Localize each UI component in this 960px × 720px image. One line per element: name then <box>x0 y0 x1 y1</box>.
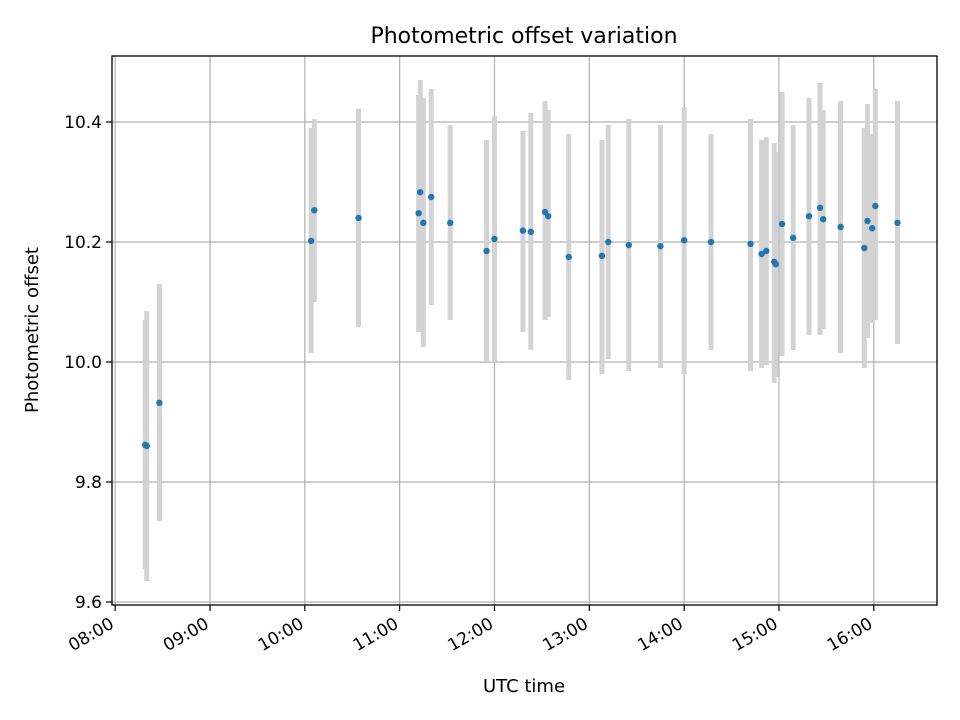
x-axis-label: UTC time <box>483 676 565 697</box>
data-point <box>311 207 318 214</box>
data-point <box>861 244 868 252</box>
data-point <box>894 219 901 226</box>
x-tick-label: 12:00 <box>445 614 497 656</box>
data-point <box>143 442 150 450</box>
data-point <box>789 234 797 241</box>
data-point <box>545 213 552 220</box>
x-tick-label: 08:00 <box>65 614 117 656</box>
y-tick-label: 9.6 <box>75 593 102 613</box>
x-tick-label: 13:00 <box>539 614 591 656</box>
x-tick-label: 14:00 <box>634 614 686 656</box>
y-tick-label: 10.4 <box>64 113 102 133</box>
data-point <box>519 227 527 234</box>
data-point <box>707 238 715 246</box>
data-point <box>869 225 876 232</box>
x-tick-label: 09:00 <box>160 614 212 656</box>
data-point <box>527 228 535 235</box>
data-point <box>416 189 424 196</box>
data-point <box>605 238 612 246</box>
data-point <box>307 237 315 244</box>
data-point <box>483 247 490 255</box>
data-point <box>816 204 824 211</box>
data-point <box>805 213 813 220</box>
data-point <box>763 247 770 255</box>
data-point <box>758 250 765 258</box>
plot-frame <box>111 55 938 606</box>
data-point <box>491 235 498 243</box>
chart-title: Photometric offset variation <box>370 24 677 49</box>
data-point <box>820 216 827 223</box>
data-point <box>772 261 779 268</box>
y-tick-label: 10.0 <box>64 353 102 373</box>
error-bars <box>142 80 900 581</box>
y-tick-label: 9.8 <box>75 473 102 493</box>
data-point <box>598 252 606 259</box>
data-point <box>778 220 786 228</box>
data-point <box>680 237 688 244</box>
data-point <box>565 253 572 261</box>
data-point <box>420 219 427 226</box>
y-tick-label: 10.2 <box>64 233 102 253</box>
data-point <box>872 202 879 210</box>
y-axis-label: Photometric offset <box>22 247 43 413</box>
data-point <box>156 399 163 406</box>
axis-ticks: 08:00 09:00 10:00 11:00 12:00 13:00 14:00 15:00… <box>64 113 876 656</box>
x-tick-label: 16:00 <box>824 614 876 656</box>
x-tick-label: 11:00 <box>350 614 402 656</box>
data-point <box>747 240 754 247</box>
data-point <box>625 241 633 249</box>
data-point <box>447 219 454 226</box>
data-point <box>428 193 435 201</box>
data-point <box>837 223 844 231</box>
data-point <box>415 210 422 217</box>
data-point <box>657 243 664 250</box>
x-tick-label: 15:00 <box>729 614 781 656</box>
data-point <box>864 217 871 225</box>
x-tick-label: 10:00 <box>255 614 307 656</box>
data-point <box>355 214 362 222</box>
data-points <box>141 189 901 450</box>
